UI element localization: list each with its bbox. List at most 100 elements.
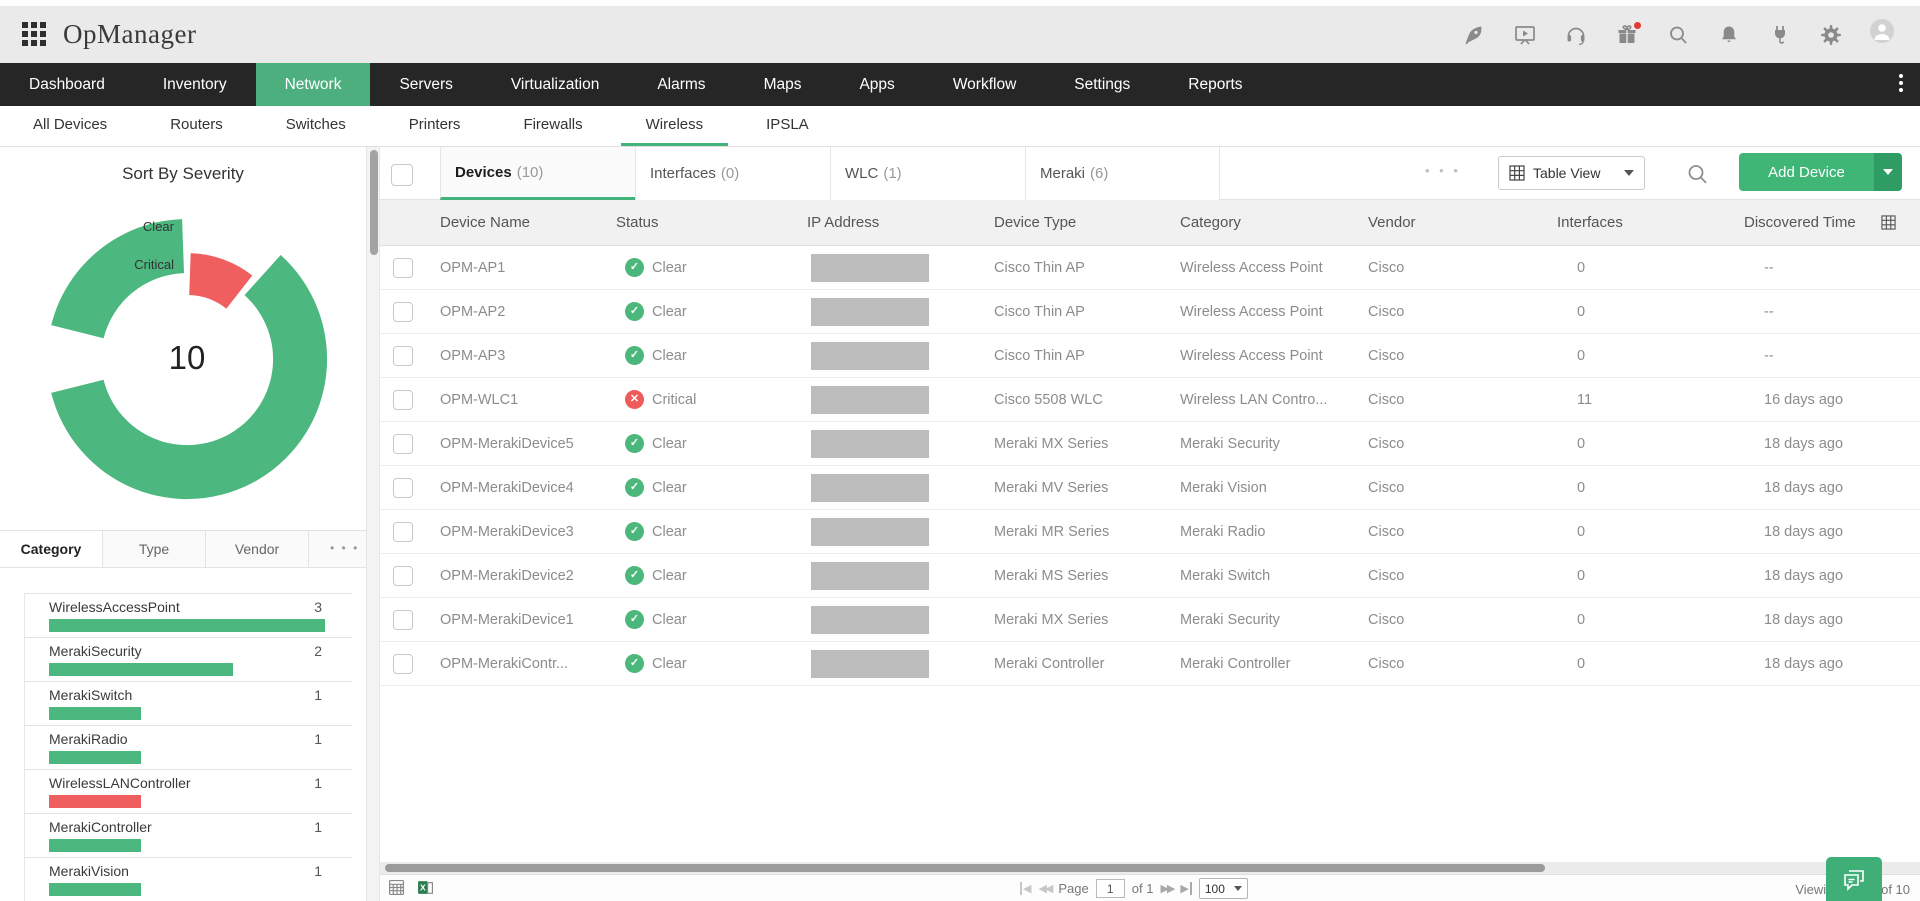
row-checkbox[interactable] <box>393 477 413 498</box>
avatar[interactable] <box>1870 18 1902 51</box>
subnav-item[interactable]: Wireless <box>620 106 729 146</box>
nav-item[interactable]: Reports <box>1159 63 1271 106</box>
category-bar-item[interactable]: MerakiVision 1 <box>25 857 352 901</box>
toolbar-more-dots[interactable]: • • • <box>1425 163 1461 178</box>
subnav-item[interactable]: Firewalls <box>498 106 607 146</box>
export-excel-icon[interactable]: X <box>417 879 434 896</box>
col-ip-address[interactable]: IP Address <box>807 214 880 231</box>
col-vendor[interactable]: Vendor <box>1368 214 1416 231</box>
subnav-item[interactable]: Switches <box>261 106 371 146</box>
donut-label-critical[interactable]: Critical <box>134 257 174 272</box>
table-row[interactable]: OPM-WLC1 ✕ Critical Cisco 5508 WLC Wirel… <box>380 378 1920 422</box>
row-checkbox[interactable] <box>393 389 413 410</box>
col-device-type[interactable]: Device Type <box>994 214 1077 231</box>
nav-item[interactable]: Maps <box>735 63 831 106</box>
subnav-item[interactable]: All Devices <box>8 106 132 146</box>
cell-device-name[interactable]: OPM-MerakiContr... <box>440 655 569 672</box>
cell-device-name[interactable]: OPM-MerakiDevice3 <box>440 523 574 540</box>
table-horizontal-scrollbar[interactable] <box>380 862 1920 874</box>
cell-device-name[interactable]: OPM-WLC1 <box>440 391 519 408</box>
row-checkbox[interactable] <box>393 609 413 630</box>
select-all-checkbox[interactable] <box>391 164 413 186</box>
zoom-search-icon[interactable] <box>1666 23 1690 47</box>
category-bar-item[interactable]: MerakiSecurity 2 <box>25 637 352 681</box>
subnav-item[interactable]: Routers <box>145 106 248 146</box>
col-interfaces[interactable]: Interfaces <box>1557 214 1623 231</box>
add-device-button[interactable]: Add Device <box>1739 153 1902 191</box>
cell-device-name[interactable]: OPM-MerakiDevice1 <box>440 611 574 628</box>
search-icon[interactable] <box>1685 162 1709 186</box>
nav-item[interactable]: Inventory <box>134 63 256 106</box>
sidebar-scrollbar[interactable] <box>366 147 380 901</box>
gear-icon[interactable] <box>1819 23 1843 47</box>
last-page-button[interactable]: ▶ <box>1180 882 1192 895</box>
donut-label-clear[interactable]: Clear <box>142 219 174 234</box>
nav-more-kebab-icon[interactable] <box>1896 71 1906 95</box>
subnav-item[interactable]: Printers <box>384 106 486 146</box>
category-bar-item[interactable]: WirelessLANController 1 <box>25 769 352 813</box>
nav-item[interactable]: Apps <box>830 63 923 106</box>
category-bar-item[interactable]: MerakiRadio 1 <box>25 725 352 769</box>
prev-page-button[interactable]: ◀◀ <box>1038 883 1053 895</box>
row-checkbox[interactable] <box>393 565 413 586</box>
chat-feedback-button[interactable] <box>1826 857 1882 901</box>
table-row[interactable]: OPM-MerakiDevice2 ✓ Clear Meraki MS Seri… <box>380 554 1920 598</box>
row-checkbox[interactable] <box>393 433 413 454</box>
sidebar-group-tab[interactable]: Type <box>103 531 206 567</box>
device-tab[interactable]: Meraki (6) <box>1025 147 1220 200</box>
severity-donut-chart[interactable] <box>43 215 331 503</box>
category-bar-item[interactable]: WirelessAccessPoint 3 <box>25 593 352 637</box>
first-page-button[interactable]: ◀ <box>1020 882 1031 895</box>
table-horizontal-scrollbar-thumb[interactable] <box>385 864 1545 872</box>
col-category[interactable]: Category <box>1180 214 1241 231</box>
row-checkbox[interactable] <box>393 257 413 278</box>
category-bar-item[interactable]: MerakiSwitch 1 <box>25 681 352 725</box>
nav-item[interactable]: Alarms <box>628 63 734 106</box>
plug-icon[interactable] <box>1768 23 1792 47</box>
row-checkbox[interactable] <box>393 301 413 322</box>
col-discovered-time[interactable]: Discovered Time <box>1744 214 1856 231</box>
device-tab[interactable]: Interfaces (0) <box>635 147 830 200</box>
bell-icon[interactable] <box>1717 23 1741 47</box>
col-device-name[interactable]: Device Name <box>440 214 531 231</box>
row-checkbox[interactable] <box>393 345 413 366</box>
sidebar-scrollbar-thumb[interactable] <box>370 150 378 255</box>
page-number-input[interactable] <box>1095 879 1125 898</box>
gift-icon[interactable] <box>1615 21 1641 47</box>
cell-device-name[interactable]: OPM-AP1 <box>440 259 506 276</box>
nav-item[interactable]: Servers <box>370 63 481 106</box>
app-launcher-icon[interactable] <box>22 22 47 47</box>
table-row[interactable]: OPM-MerakiDevice4 ✓ Clear Meraki MV Seri… <box>380 466 1920 510</box>
nav-item[interactable]: Network <box>255 63 371 106</box>
table-row[interactable]: OPM-MerakiDevice1 ✓ Clear Meraki MX Seri… <box>380 598 1920 642</box>
table-row[interactable]: OPM-MerakiDevice5 ✓ Clear Meraki MX Seri… <box>380 422 1920 466</box>
table-row[interactable]: OPM-AP3 ✓ Clear Cisco Thin AP Wireless A… <box>380 334 1920 378</box>
next-page-button[interactable]: ▶▶ <box>1160 883 1175 895</box>
add-device-label[interactable]: Add Device <box>1739 153 1874 191</box>
table-row[interactable]: OPM-MerakiContr... ✓ Clear Meraki Contro… <box>380 642 1920 686</box>
table-row[interactable]: OPM-AP2 ✓ Clear Cisco Thin AP Wireless A… <box>380 290 1920 334</box>
device-tab[interactable]: Devices (10) <box>440 147 635 200</box>
cell-device-name[interactable]: OPM-MerakiDevice5 <box>440 435 574 452</box>
row-checkbox[interactable] <box>393 653 413 674</box>
nav-item[interactable]: Settings <box>1045 63 1159 106</box>
cell-device-name[interactable]: OPM-AP3 <box>440 347 506 364</box>
sidebar-group-tab[interactable]: Vendor <box>206 531 309 567</box>
cell-device-name[interactable]: OPM-MerakiDevice4 <box>440 479 574 496</box>
nav-item[interactable]: Workflow <box>924 63 1045 106</box>
cell-device-name[interactable]: OPM-AP2 <box>440 303 506 320</box>
nav-item[interactable]: Dashboard <box>0 63 134 106</box>
presentation-icon[interactable] <box>1513 23 1537 47</box>
row-checkbox[interactable] <box>393 521 413 542</box>
add-device-dropdown[interactable] <box>1874 153 1902 191</box>
category-bar-item[interactable]: MerakiController 1 <box>25 813 352 857</box>
export-report-icon[interactable] <box>388 879 405 896</box>
sidebar-group-tab[interactable]: Category <box>0 531 103 567</box>
sidebar-tabs-more-dots[interactable]: • • • <box>330 541 360 555</box>
cell-device-name[interactable]: OPM-MerakiDevice2 <box>440 567 574 584</box>
rocket-icon[interactable] <box>1462 23 1486 47</box>
headset-icon[interactable] <box>1564 23 1588 47</box>
column-chooser-icon[interactable] <box>1881 215 1896 230</box>
table-row[interactable]: OPM-MerakiDevice3 ✓ Clear Meraki MR Seri… <box>380 510 1920 554</box>
col-status[interactable]: Status <box>616 214 659 231</box>
